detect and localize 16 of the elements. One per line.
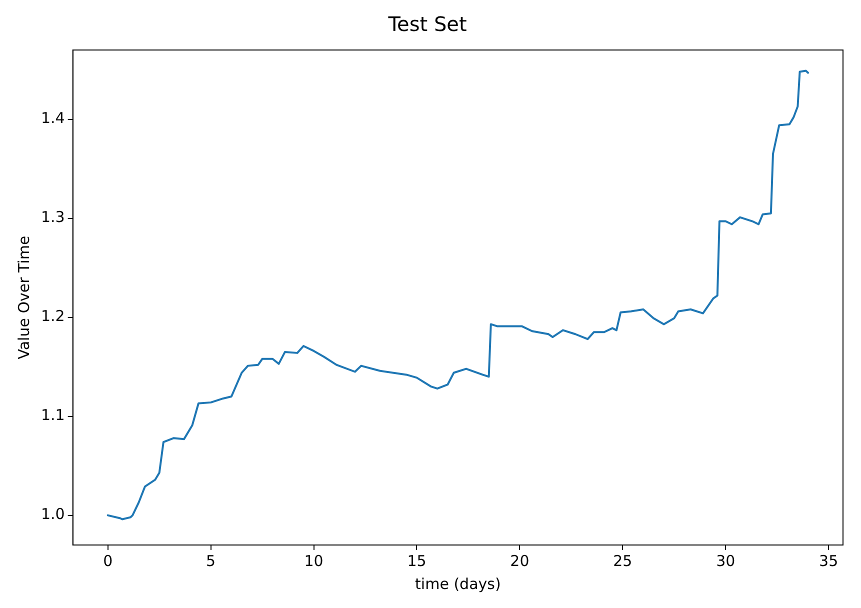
x-tick-label: 20 <box>510 552 530 570</box>
chart-title: Test Set <box>387 12 467 36</box>
y-tick-label: 1.3 <box>40 208 65 226</box>
x-tick-label: 5 <box>206 552 216 570</box>
x-tick-label: 15 <box>407 552 426 570</box>
x-tick-label: 30 <box>716 552 736 570</box>
y-tick-label: 1.0 <box>40 505 65 524</box>
y-tick-label: 1.2 <box>40 307 65 326</box>
x-tick-label: 0 <box>103 552 113 570</box>
x-tick-label: 10 <box>304 552 324 570</box>
y-axis-title: Value Over Time <box>14 236 33 360</box>
x-tick-label: 35 <box>819 552 838 570</box>
y-tick-label: 1.1 <box>40 406 65 424</box>
x-axis-title: time (days) <box>415 574 501 593</box>
y-tick-label: 1.4 <box>40 109 65 128</box>
x-tick-label: 25 <box>613 552 632 570</box>
